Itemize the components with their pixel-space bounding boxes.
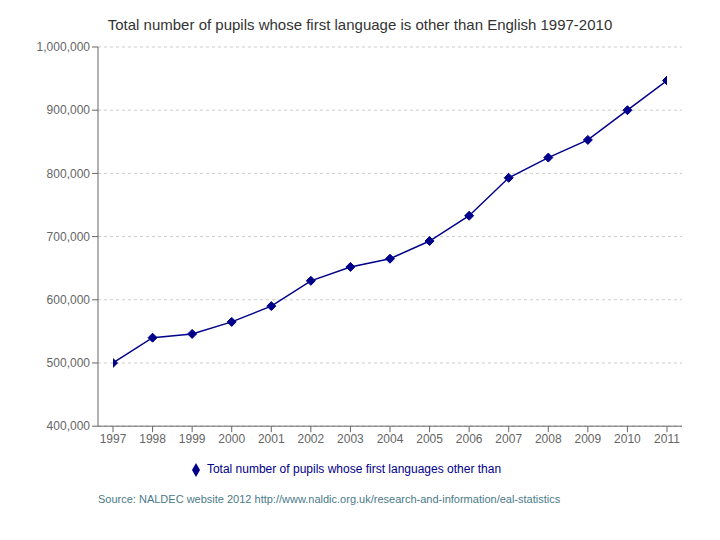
svg-text:600,000: 600,000 [47,293,91,307]
svg-text:1998: 1998 [139,432,166,446]
svg-text:2009: 2009 [575,432,602,446]
svg-text:2000: 2000 [218,432,245,446]
svg-text:2006: 2006 [456,432,483,446]
svg-text:2008: 2008 [535,432,562,446]
svg-text:2001: 2001 [258,432,285,446]
svg-text:2004: 2004 [377,432,404,446]
svg-text:400,000: 400,000 [47,419,91,433]
svg-text:2003: 2003 [337,432,364,446]
svg-text:2002: 2002 [298,432,325,446]
svg-text:2005: 2005 [416,432,443,446]
svg-text:700,000: 700,000 [47,230,91,244]
svg-text:2010: 2010 [614,432,641,446]
svg-text:1999: 1999 [179,432,206,446]
html-text:Source: NALDEC website 2012 ht: Source: NALDEC website 2012 http://www.n… [98,493,561,505]
svg-text:2011: 2011 [654,432,680,446]
svg-text:900,000: 900,000 [47,103,91,117]
html-text:Total number of pupils whose f: Total number of pupils whose first langu… [206,462,502,477]
html-text:Total number of pupils whose f: Total number of pupils whose first langu… [107,16,613,33]
svg-text:800,000: 800,000 [47,167,91,181]
svg-text:1997: 1997 [100,432,127,446]
svg-text:500,000: 500,000 [47,356,91,370]
svg-text:1,000,000: 1,000,000 [37,40,91,54]
svg-text:2007: 2007 [495,432,522,446]
